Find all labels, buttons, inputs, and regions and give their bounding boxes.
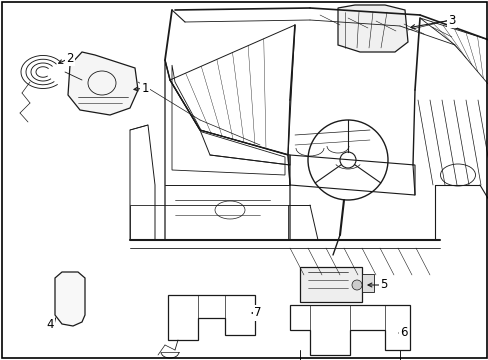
Text: 3: 3 (447, 13, 455, 27)
Circle shape (351, 280, 361, 290)
Polygon shape (337, 5, 407, 52)
Bar (361, 274, 373, 292)
Bar (299, 267, 361, 302)
Polygon shape (68, 52, 138, 115)
Text: 2: 2 (66, 51, 74, 64)
Text: 7: 7 (254, 306, 261, 320)
Text: 6: 6 (400, 327, 407, 339)
Text: 5: 5 (380, 279, 387, 292)
Polygon shape (55, 272, 85, 326)
Text: 4: 4 (46, 319, 54, 332)
Text: 1: 1 (141, 81, 148, 94)
